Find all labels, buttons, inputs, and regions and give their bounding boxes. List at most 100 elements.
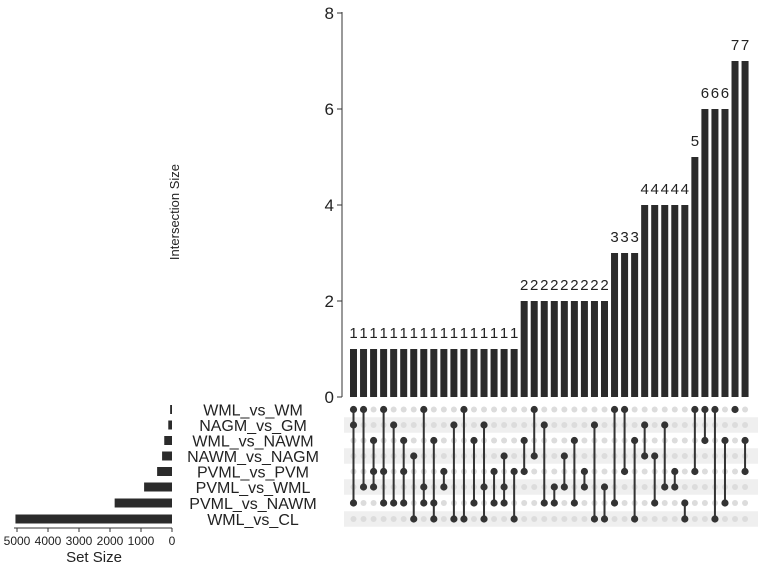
matrix-dot-active [450,515,458,523]
matrix-dot-active [380,467,388,476]
matrix-dot-inactive [511,453,518,459]
matrix-dot-inactive [671,437,678,444]
intersection-bar-label: 1 [470,325,478,342]
intersection-bar [661,205,669,397]
intersection-bar [681,205,689,397]
intersection-bar [430,349,438,397]
set-name-label: WML_vs_NAWM [192,434,313,451]
intersection-bar-label: 1 [480,325,488,342]
matrix-dot-active [500,483,508,491]
matrix-dot-inactive [551,437,558,444]
matrix-dot-active [369,467,378,476]
matrix-dot-inactive [742,406,749,413]
matrix-stripe [344,417,758,433]
matrix-dot-active [641,421,649,429]
intersection-bar-label: 2 [530,277,538,294]
matrix-dot-inactive [561,500,568,506]
matrix-dot-inactive [470,406,477,413]
intersection-bar [601,301,608,397]
intersection-bar-labels: 1 1 1 1 1 1 1 1 1 1 1 1 1 1 1 1 12 2 2 2 2 2 2 2 23 3 34 4 4 4 456 6 67 7 [349,37,749,342]
matrix-dot-inactive [551,516,558,522]
intersection-bar [590,301,598,397]
matrix-dot-inactive [641,484,648,490]
matrix-dot-inactive [611,516,618,522]
intersection-bar-label: 2 [590,277,598,294]
intersection-bar-label: 3 [630,229,638,246]
matrix-dot-inactive [400,516,407,522]
set-size-tick-label: 0 [169,534,176,548]
set-size-bar [170,405,172,414]
matrix-dot-active [570,499,578,507]
intersection-bar [390,349,398,397]
matrix-dot-inactive [742,422,749,428]
matrix-dot-active [470,436,478,445]
matrix-dot-inactive [390,406,397,413]
matrix-dot-inactive [732,468,739,475]
matrix-dot-inactive [701,516,708,522]
matrix-dot-inactive [721,516,728,522]
set-name-label: WML_vs_CL [207,512,299,529]
matrix-dot-active [520,436,528,445]
matrix-dot-inactive [661,500,668,506]
matrix-dot-inactive [671,422,678,428]
matrix-dot-inactive [561,406,568,413]
matrix-dot-active [500,499,508,507]
matrix-dot-inactive [721,406,728,413]
matrix-dot-active [520,467,528,476]
matrix-dot-inactive [701,484,708,490]
intersection-bar-label: 1 [490,325,498,342]
matrix-dot-inactive [491,453,498,459]
intersection-bar-label: 1 [359,325,367,342]
matrix-dot-inactive [601,437,608,444]
matrix-dot-inactive [591,406,598,413]
intersection-bar-label: 7 [731,37,739,54]
matrix-dot-inactive [732,453,739,459]
set-name-label: NAWM_vs_NAGM [187,449,319,466]
intersection-bar-label: 1 [349,325,357,342]
matrix-dot-inactive [561,422,568,428]
matrix-dot-inactive [390,516,397,522]
intersection-bar [691,157,699,397]
matrix-dot-inactive [380,516,387,522]
intersection-bar-label: 1 [510,325,518,342]
matrix-dot-active [430,436,438,445]
intersection-bar-label: 7 [741,37,749,54]
intersection-bar-label: 4 [681,181,689,198]
intersection-bar-label: 1 [400,325,408,342]
set-name-labels: WML_vs_WMNAGM_vs_GMWML_vs_NAWMNAWM_vs_NA… [187,403,319,530]
matrix-dot-inactive [541,516,548,522]
matrix-dot-inactive [742,516,749,522]
matrix-dot-inactive [370,516,377,522]
matrix-dot-inactive [491,516,498,522]
intersection-bar-label: 6 [711,85,719,102]
intersection-bar [711,109,719,397]
matrix-dot-inactive [521,484,528,490]
matrix-dot-inactive [440,516,447,522]
intersection-bar-label: 1 [420,325,428,342]
matrix-dot-active [620,405,629,414]
matrix-dot-active [741,436,749,445]
matrix-dot-inactive [651,437,658,444]
matrix-dot-active [711,405,719,414]
matrix-dot-active [500,452,508,460]
matrix-dot-inactive [601,468,608,475]
intersection-bar [540,301,548,397]
matrix-dot-inactive [671,453,678,459]
matrix-dot-inactive [410,437,417,444]
matrix-dot-inactive [681,484,688,490]
matrix-dot-inactive [551,406,558,413]
matrix-dot-inactive [521,500,528,506]
matrix-dot-inactive [440,406,447,413]
matrix-dot-active [430,499,438,507]
intersection-bar-label: 2 [560,277,568,294]
matrix-stripe [344,511,758,527]
matrix-dot-inactive [410,406,417,413]
y-tick-label: 6 [325,100,334,119]
y-tick-label: 4 [325,196,334,215]
intersection-bar [520,301,528,397]
matrix-dot-active [460,405,468,414]
matrix-dot-inactive [561,516,568,522]
matrix-dot-inactive [491,422,498,428]
matrix-dot-active [410,452,418,460]
intersection-bar [701,109,709,397]
